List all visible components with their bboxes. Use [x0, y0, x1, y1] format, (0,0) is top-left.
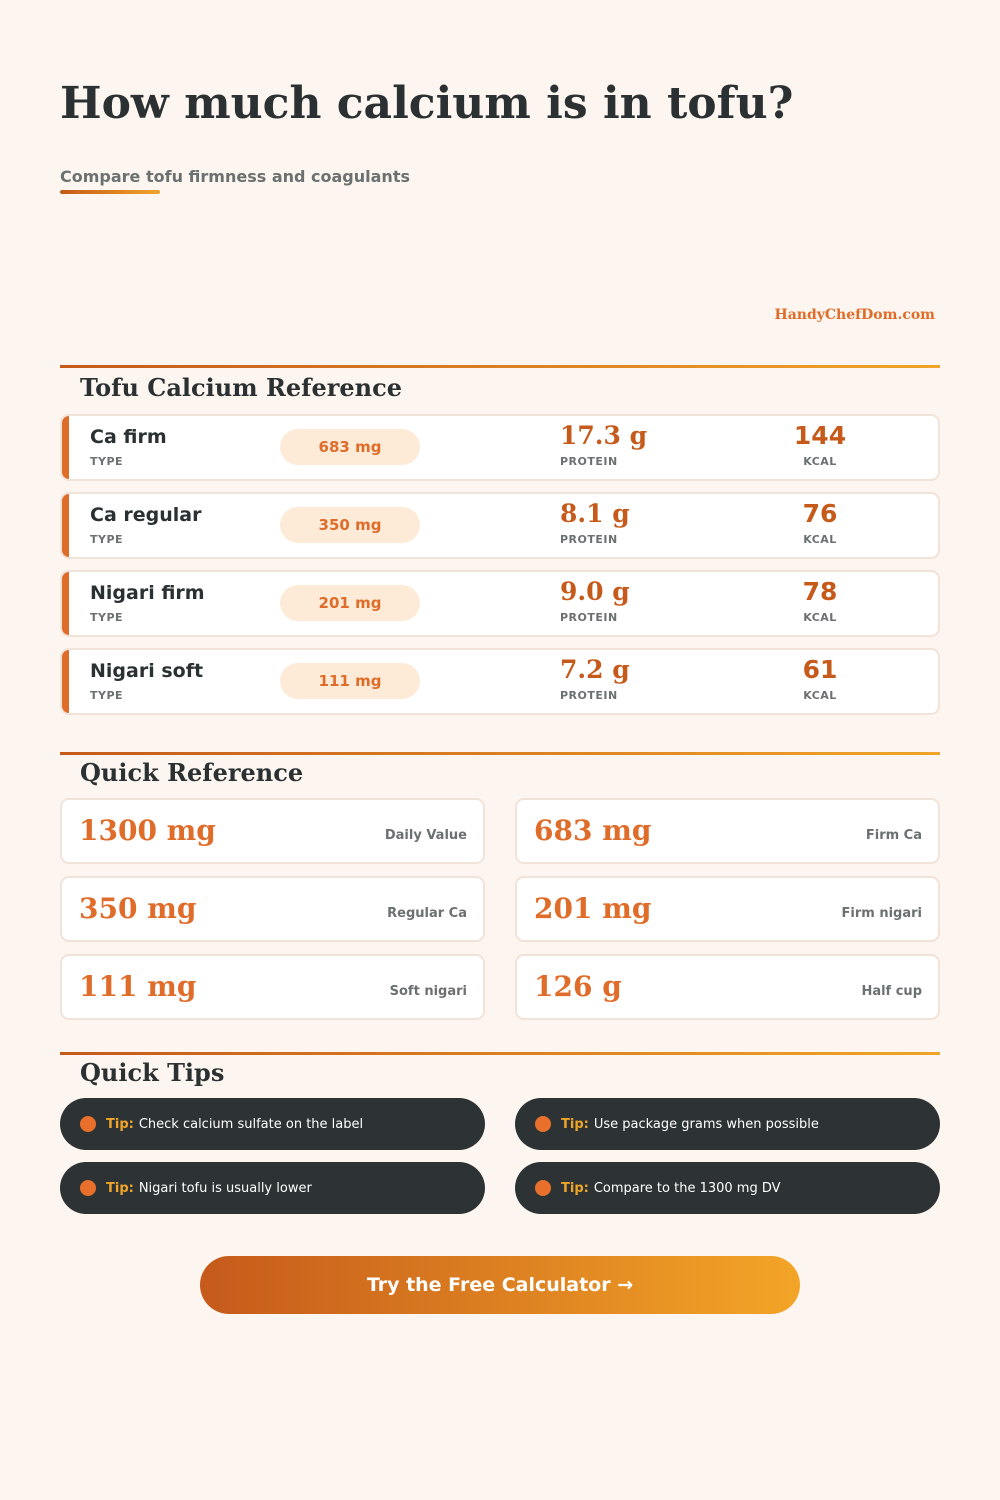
section-divider	[60, 752, 940, 755]
quick-reference-heading: Quick Reference	[80, 758, 304, 787]
kcal-label: KCAL	[803, 455, 837, 468]
tip-pill: Tip: Check calcium sulfate on the label	[60, 1098, 485, 1150]
protein-value: 9.0 g	[560, 577, 630, 606]
reference-row: Ca regular TYPE 350 mg 8.1 g PROTEIN 76 …	[60, 492, 940, 559]
quick-tips-heading: Quick Tips	[80, 1058, 225, 1087]
type-label: TYPE	[90, 455, 124, 468]
reference-row: Nigari soft TYPE 111 mg 7.2 g PROTEIN 61…	[60, 648, 940, 715]
protein-label: PROTEIN	[560, 455, 618, 468]
kcal-value: 76	[802, 499, 838, 528]
stat-card: 1300 mg Daily Value	[60, 798, 485, 864]
stat-card: 350 mg Regular Ca	[60, 876, 485, 942]
bullet-dot-icon	[535, 1180, 551, 1196]
row-accent-bar	[62, 572, 69, 635]
type-label: TYPE	[90, 689, 124, 702]
reference-heading: Tofu Calcium Reference	[80, 373, 402, 402]
kcal-label: KCAL	[803, 611, 837, 624]
kcal-value: 61	[802, 655, 838, 684]
tip-pill: Tip: Compare to the 1300 mg DV	[515, 1162, 940, 1214]
protein-label: PROTEIN	[560, 611, 618, 624]
stat-value: 1300 mg	[79, 814, 216, 847]
stat-value: 111 mg	[79, 970, 197, 1003]
tip-text: Compare to the 1300 mg DV	[593, 1180, 781, 1196]
stat-label: Half cup	[861, 984, 922, 999]
kcal-value: 78	[802, 577, 838, 606]
calcium-badge: 111 mg	[280, 663, 420, 699]
kcal-label: KCAL	[803, 689, 837, 702]
stat-label: Daily Value	[384, 828, 467, 843]
bullet-dot-icon	[80, 1180, 96, 1196]
tip-pill: Tip: Use package grams when possible	[515, 1098, 940, 1150]
subtitle-underline	[60, 190, 160, 194]
tip-pill: Tip: Nigari tofu is usually lower	[60, 1162, 485, 1214]
type-label: TYPE	[90, 611, 124, 624]
kcal-label: KCAL	[803, 533, 837, 546]
protein-label: PROTEIN	[560, 689, 618, 702]
tofu-type-name: Ca regular	[90, 504, 202, 526]
row-accent-bar	[62, 416, 69, 479]
tip-text: Use package grams when possible	[593, 1116, 819, 1132]
bullet-dot-icon	[535, 1116, 551, 1132]
tip-label: Tip:	[106, 1180, 134, 1196]
kcal-value: 144	[793, 421, 847, 450]
reference-row: Nigari firm TYPE 201 mg 9.0 g PROTEIN 78…	[60, 570, 940, 637]
stat-card: 126 g Half cup	[515, 954, 940, 1020]
section-divider	[60, 365, 940, 368]
calcium-badge: 683 mg	[280, 429, 420, 465]
stat-value: 683 mg	[534, 814, 652, 847]
stat-card: 201 mg Firm nigari	[515, 876, 940, 942]
tofu-type-name: Nigari soft	[90, 660, 204, 682]
tip-label: Tip:	[106, 1116, 134, 1132]
tofu-type-name: Ca firm	[90, 426, 167, 448]
stat-value: 201 mg	[534, 892, 652, 925]
free-calculator-button[interactable]: Try the Free Calculator →	[200, 1256, 800, 1314]
stat-label: Firm nigari	[841, 906, 922, 921]
page-subtitle: Compare tofu firmness and coagulants	[60, 167, 410, 186]
brand-link[interactable]: HandyChefDom.com	[774, 307, 936, 323]
calcium-badge: 201 mg	[280, 585, 420, 621]
calcium-badge: 350 mg	[280, 507, 420, 543]
tip-label: Tip:	[561, 1116, 589, 1132]
tip-text: Nigari tofu is usually lower	[138, 1180, 312, 1196]
stat-label: Soft nigari	[389, 984, 467, 999]
stat-value: 126 g	[534, 970, 622, 1003]
protein-value: 8.1 g	[560, 499, 630, 528]
protein-label: PROTEIN	[560, 533, 618, 546]
page-title: How much calcium is in tofu?	[60, 78, 794, 129]
stat-card: 683 mg Firm Ca	[515, 798, 940, 864]
row-accent-bar	[62, 650, 69, 713]
protein-value: 7.2 g	[560, 655, 630, 684]
tip-label: Tip:	[561, 1180, 589, 1196]
stat-label: Firm Ca	[865, 828, 922, 843]
tip-text: Check calcium sulfate on the label	[138, 1116, 364, 1132]
tofu-type-name: Nigari firm	[90, 582, 205, 604]
stat-card: 111 mg Soft nigari	[60, 954, 485, 1020]
protein-value: 17.3 g	[560, 421, 648, 450]
section-divider	[60, 1052, 940, 1055]
bullet-dot-icon	[80, 1116, 96, 1132]
stat-value: 350 mg	[79, 892, 197, 925]
stat-label: Regular Ca	[387, 906, 467, 921]
reference-row: Ca firm TYPE 683 mg 17.3 g PROTEIN 144 K…	[60, 414, 940, 481]
row-accent-bar	[62, 494, 69, 557]
type-label: TYPE	[90, 533, 124, 546]
